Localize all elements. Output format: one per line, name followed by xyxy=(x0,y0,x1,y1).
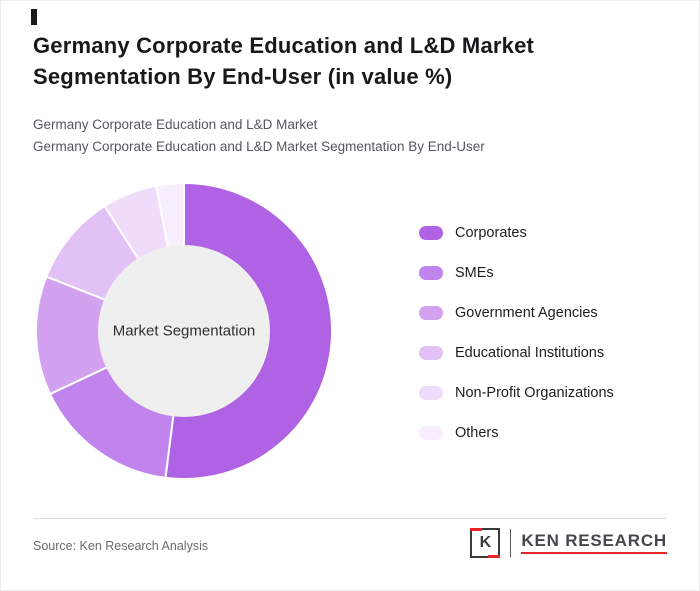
subtitle-block: Germany Corporate Education and L&D Mark… xyxy=(33,114,673,159)
legend-swatch-smes xyxy=(419,266,443,280)
footer-divider xyxy=(33,518,667,519)
legend-label-corporates: Corporates xyxy=(455,225,527,241)
logo-divider xyxy=(510,529,512,557)
source-note: Source: Ken Research Analysis xyxy=(33,539,209,553)
logo-corner-accent-top xyxy=(470,528,483,531)
legend-swatch-government-agencies xyxy=(419,306,443,320)
donut-center-label: Market Segmentation xyxy=(113,323,256,340)
legend-label-educational-institutions: Educational Institutions xyxy=(455,345,605,361)
donut-svg: Market Segmentation xyxy=(35,181,334,480)
page-title: Germany Corporate Education and L&D Mark… xyxy=(33,33,535,89)
legend-label-smes: SMEs xyxy=(455,265,494,281)
chart-legend: Corporates SMEs Government Agencies Educati… xyxy=(419,225,614,441)
ken-research-logo: K KEN RESEARCH xyxy=(470,528,667,558)
legend-item-government-agencies: Government Agencies xyxy=(419,305,614,321)
accent-bar xyxy=(31,9,37,25)
legend-item-non-profit-organizations: Non-Profit Organizations xyxy=(419,385,614,401)
donut-center-circle xyxy=(98,245,270,417)
legend-swatch-others xyxy=(419,426,443,440)
logo-text-wrap: KEN RESEARCH xyxy=(521,532,667,554)
legend-item-smes: SMEs xyxy=(419,265,614,281)
subtitle-line-1: Germany Corporate Education and L&D Mark… xyxy=(33,117,318,132)
logo-underline xyxy=(521,552,667,554)
legend-swatch-non-profit-organizations xyxy=(419,386,443,400)
legend-label-others: Others xyxy=(455,425,499,441)
legend-label-government-agencies: Government Agencies xyxy=(455,305,598,321)
legend-label-non-profit-organizations: Non-Profit Organizations xyxy=(455,385,614,401)
legend-item-others: Others xyxy=(419,425,614,441)
legend-swatch-educational-institutions xyxy=(419,346,443,360)
logo-text: KEN RESEARCH xyxy=(521,531,667,550)
subtitle-line-2: Germany Corporate Education and L&D Mark… xyxy=(33,139,485,155)
logo-letter: K xyxy=(479,534,492,551)
legend-item-corporates: Corporates xyxy=(419,225,614,241)
legend-swatch-corporates xyxy=(419,226,443,240)
logo-k-box: K xyxy=(470,528,501,558)
legend-item-educational-institutions: Educational Institutions xyxy=(419,345,614,361)
donut-chart: Market Segmentation xyxy=(34,181,334,481)
logo-corner-accent-bottom xyxy=(488,555,501,558)
